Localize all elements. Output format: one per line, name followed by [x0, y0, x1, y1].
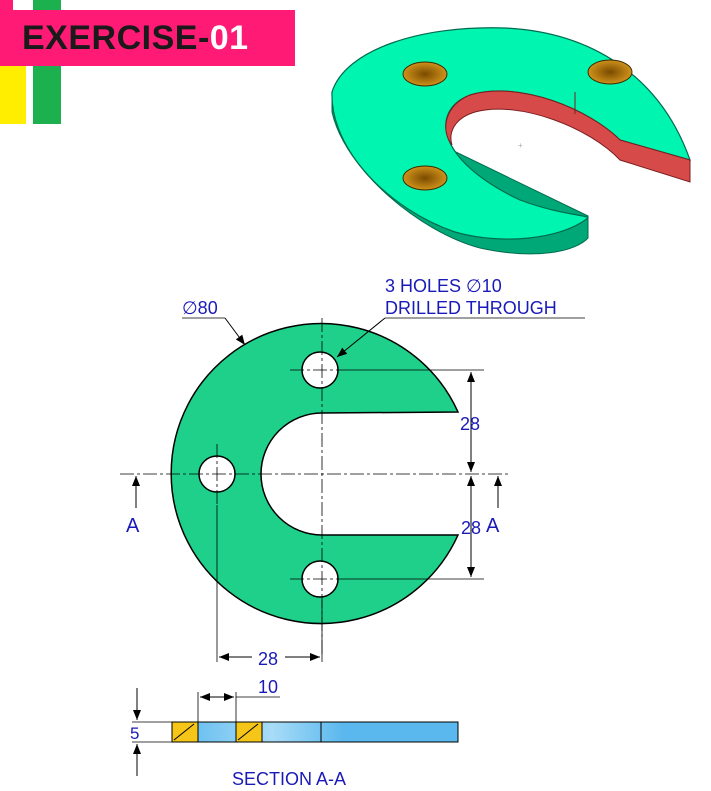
dim-10: 10 — [258, 677, 278, 697]
decor-bar-green-top — [33, 0, 61, 10]
front-view: 28 28 28 ∅80 3 HOLES ∅10 DRILLED THROUGH… — [120, 276, 585, 669]
svg-text:+: + — [518, 141, 523, 150]
decor-bar-green — [33, 66, 61, 124]
iso-hole-3 — [402, 165, 448, 191]
iso-slot-wall — [445, 90, 691, 183]
dim-28-lower: 28 — [461, 518, 481, 538]
holes-note-line2: DRILLED THROUGH — [385, 298, 557, 318]
decor-bar-pink — [0, 0, 13, 66]
section-caption: SECTION A-A — [232, 769, 346, 789]
exercise-title: EXERCISE- 01 — [10, 10, 295, 66]
decor-bar-yellow — [0, 66, 26, 124]
section-label-left: A — [126, 515, 140, 537]
plate-outline — [170, 322, 460, 625]
iso-hole-2 — [587, 59, 633, 85]
title-number: 01 — [209, 18, 249, 57]
iso-plate-top — [331, 27, 691, 240]
section-label-right: A — [486, 515, 500, 537]
section-view: 10 5 SECTION A-A — [130, 677, 459, 789]
dim-28-horizontal: 28 — [258, 649, 278, 669]
dim-28-upper: 28 — [460, 414, 480, 434]
section-body — [171, 721, 459, 743]
holes-note-line1: 3 HOLES ∅10 — [385, 276, 502, 296]
diameter-label: ∅80 — [182, 298, 218, 318]
iso-hole-1 — [402, 61, 448, 87]
dim-5: 5 — [130, 724, 139, 743]
title-text: EXERCISE- — [22, 18, 210, 57]
isometric-view: + — [331, 27, 691, 255]
